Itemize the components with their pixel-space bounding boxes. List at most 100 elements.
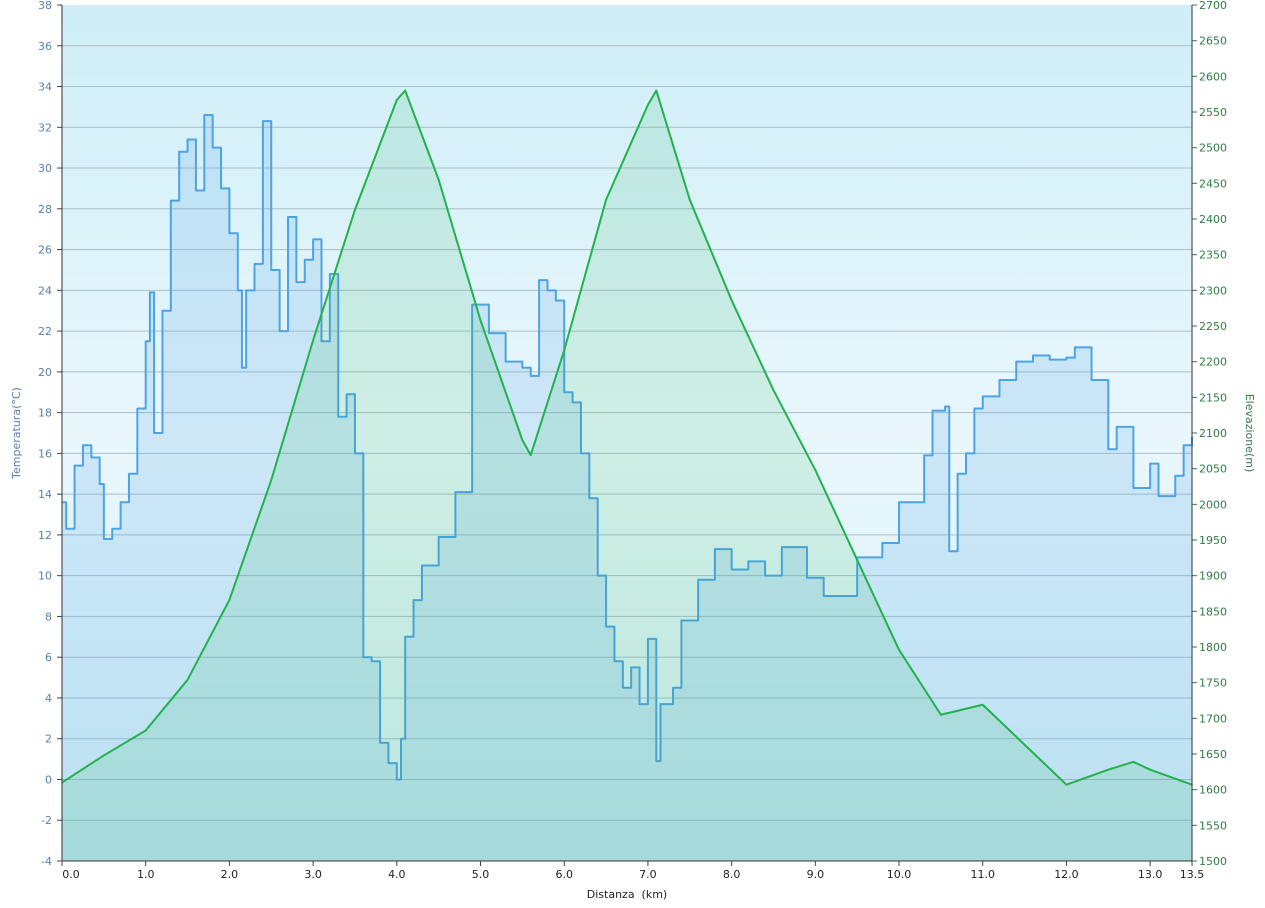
temperature-point	[488, 332, 490, 334]
y-right-tick-label: 2200	[1199, 356, 1227, 369]
temperature-point	[278, 330, 281, 332]
temperature-point	[571, 401, 574, 404]
temperature-point	[437, 536, 440, 538]
elevation-point	[529, 454, 532, 456]
temperature-point	[136, 407, 139, 410]
y-left-tick-label: 8	[45, 610, 52, 623]
temperature-point	[806, 576, 808, 579]
temperature-point	[647, 638, 649, 640]
y-right-tick-label: 1950	[1199, 534, 1227, 547]
temperature-point	[659, 703, 662, 705]
y-right-tick-label: 1850	[1199, 605, 1227, 618]
temperature-point	[241, 366, 243, 369]
series-layer	[61, 89, 1193, 862]
elevation-point	[1023, 743, 1026, 746]
elevation-point	[814, 469, 817, 471]
elevation-point	[1065, 783, 1068, 786]
elevation-point	[404, 89, 406, 92]
temperature-point	[379, 741, 381, 744]
elevation-point	[103, 754, 105, 757]
temperature-point	[128, 472, 130, 475]
elevation-point	[655, 89, 658, 92]
temperature-point	[90, 456, 93, 459]
elevation-point	[940, 713, 942, 716]
y-left-tick-label: 14	[38, 488, 52, 501]
y-right-tick-label: 2100	[1199, 427, 1227, 440]
elevation-point	[270, 479, 273, 481]
elevation-point	[605, 198, 607, 201]
x-tick-label: 5.0	[472, 868, 490, 881]
y-right-tick-label: 1800	[1199, 641, 1227, 654]
temperature-point	[655, 760, 658, 762]
elevation-point	[144, 729, 147, 732]
temperature-point	[98, 483, 101, 485]
y-right-tick-label: 2550	[1199, 106, 1227, 119]
temperature-area	[62, 115, 1192, 862]
temperature-point	[931, 409, 934, 412]
x-tick-label: 6.0	[555, 868, 573, 881]
temperature-point	[981, 395, 984, 398]
y-left-tick-label: 34	[38, 81, 52, 94]
temperature-point	[82, 444, 84, 447]
x-tick-label: 1.0	[137, 868, 155, 881]
y-left-tick-label: 32	[38, 121, 52, 134]
elevation-point	[354, 208, 356, 211]
temperature-point	[245, 289, 247, 292]
temperature-point	[253, 263, 256, 265]
temperature-point	[1048, 358, 1051, 361]
temperature-point	[881, 542, 884, 544]
x-axis-title: Distanza (km)	[587, 888, 667, 901]
temperature-point	[622, 686, 624, 689]
temperature-point	[956, 472, 959, 475]
elevation-point	[1132, 761, 1135, 763]
elevation-point	[898, 649, 900, 651]
elevation-point	[312, 339, 314, 342]
temperature-point	[1149, 462, 1151, 465]
elevation-point	[1107, 768, 1110, 771]
x-tick-label: 7.0	[639, 868, 657, 881]
temperature-point	[400, 737, 402, 740]
elevation-point	[730, 299, 733, 302]
elevation-area	[62, 90, 1192, 862]
temperature-point	[211, 146, 214, 149]
x-tick-label: 0.0	[62, 868, 80, 881]
y-right-tick-label: 1700	[1199, 712, 1227, 725]
y-right-tick-label: 2300	[1199, 284, 1227, 297]
temperature-point	[697, 578, 699, 581]
temperature-point	[613, 660, 616, 663]
temperature-point	[303, 258, 306, 261]
y-left-tick-label: 38	[38, 0, 52, 12]
temperature-point	[1032, 354, 1034, 357]
temperature-point	[396, 778, 398, 781]
temperature-point	[186, 138, 189, 141]
temperature-point	[144, 340, 147, 343]
temperature-point	[998, 379, 1001, 381]
temperature-point	[103, 538, 105, 540]
x-tick-label: 4.0	[388, 868, 406, 881]
y-left-tick-label: 28	[38, 203, 52, 216]
temperature-point	[747, 560, 750, 563]
x-tick-label: 11.0	[970, 868, 995, 881]
y-right-axis-title: Elevazione(m)	[1243, 394, 1256, 473]
temperature-point	[588, 497, 591, 500]
y-left-tick-label: 6	[45, 651, 52, 664]
elevation-point	[688, 198, 691, 201]
y-right-tick-label: 2000	[1199, 498, 1227, 511]
temperature-point	[555, 299, 557, 302]
temperature-point	[638, 703, 641, 705]
temperature-point	[73, 464, 76, 467]
temperature-point	[329, 273, 331, 275]
y-left-tick-label: 0	[45, 773, 52, 786]
temperature-point	[236, 289, 239, 292]
temperature-point	[630, 666, 632, 669]
elevation-point	[1149, 768, 1151, 771]
gridlines	[62, 45, 1192, 821]
temperature-point	[944, 405, 946, 408]
axes: -4-2024681012141618202224262830323436381…	[38, 0, 1227, 881]
temperature-point	[287, 216, 289, 218]
y-left-tick-label: 2	[45, 733, 52, 746]
temperature-point	[563, 391, 566, 394]
temperature-point	[529, 375, 532, 377]
temperature-point	[822, 595, 825, 597]
y-right-tick-label: 2400	[1199, 213, 1227, 226]
